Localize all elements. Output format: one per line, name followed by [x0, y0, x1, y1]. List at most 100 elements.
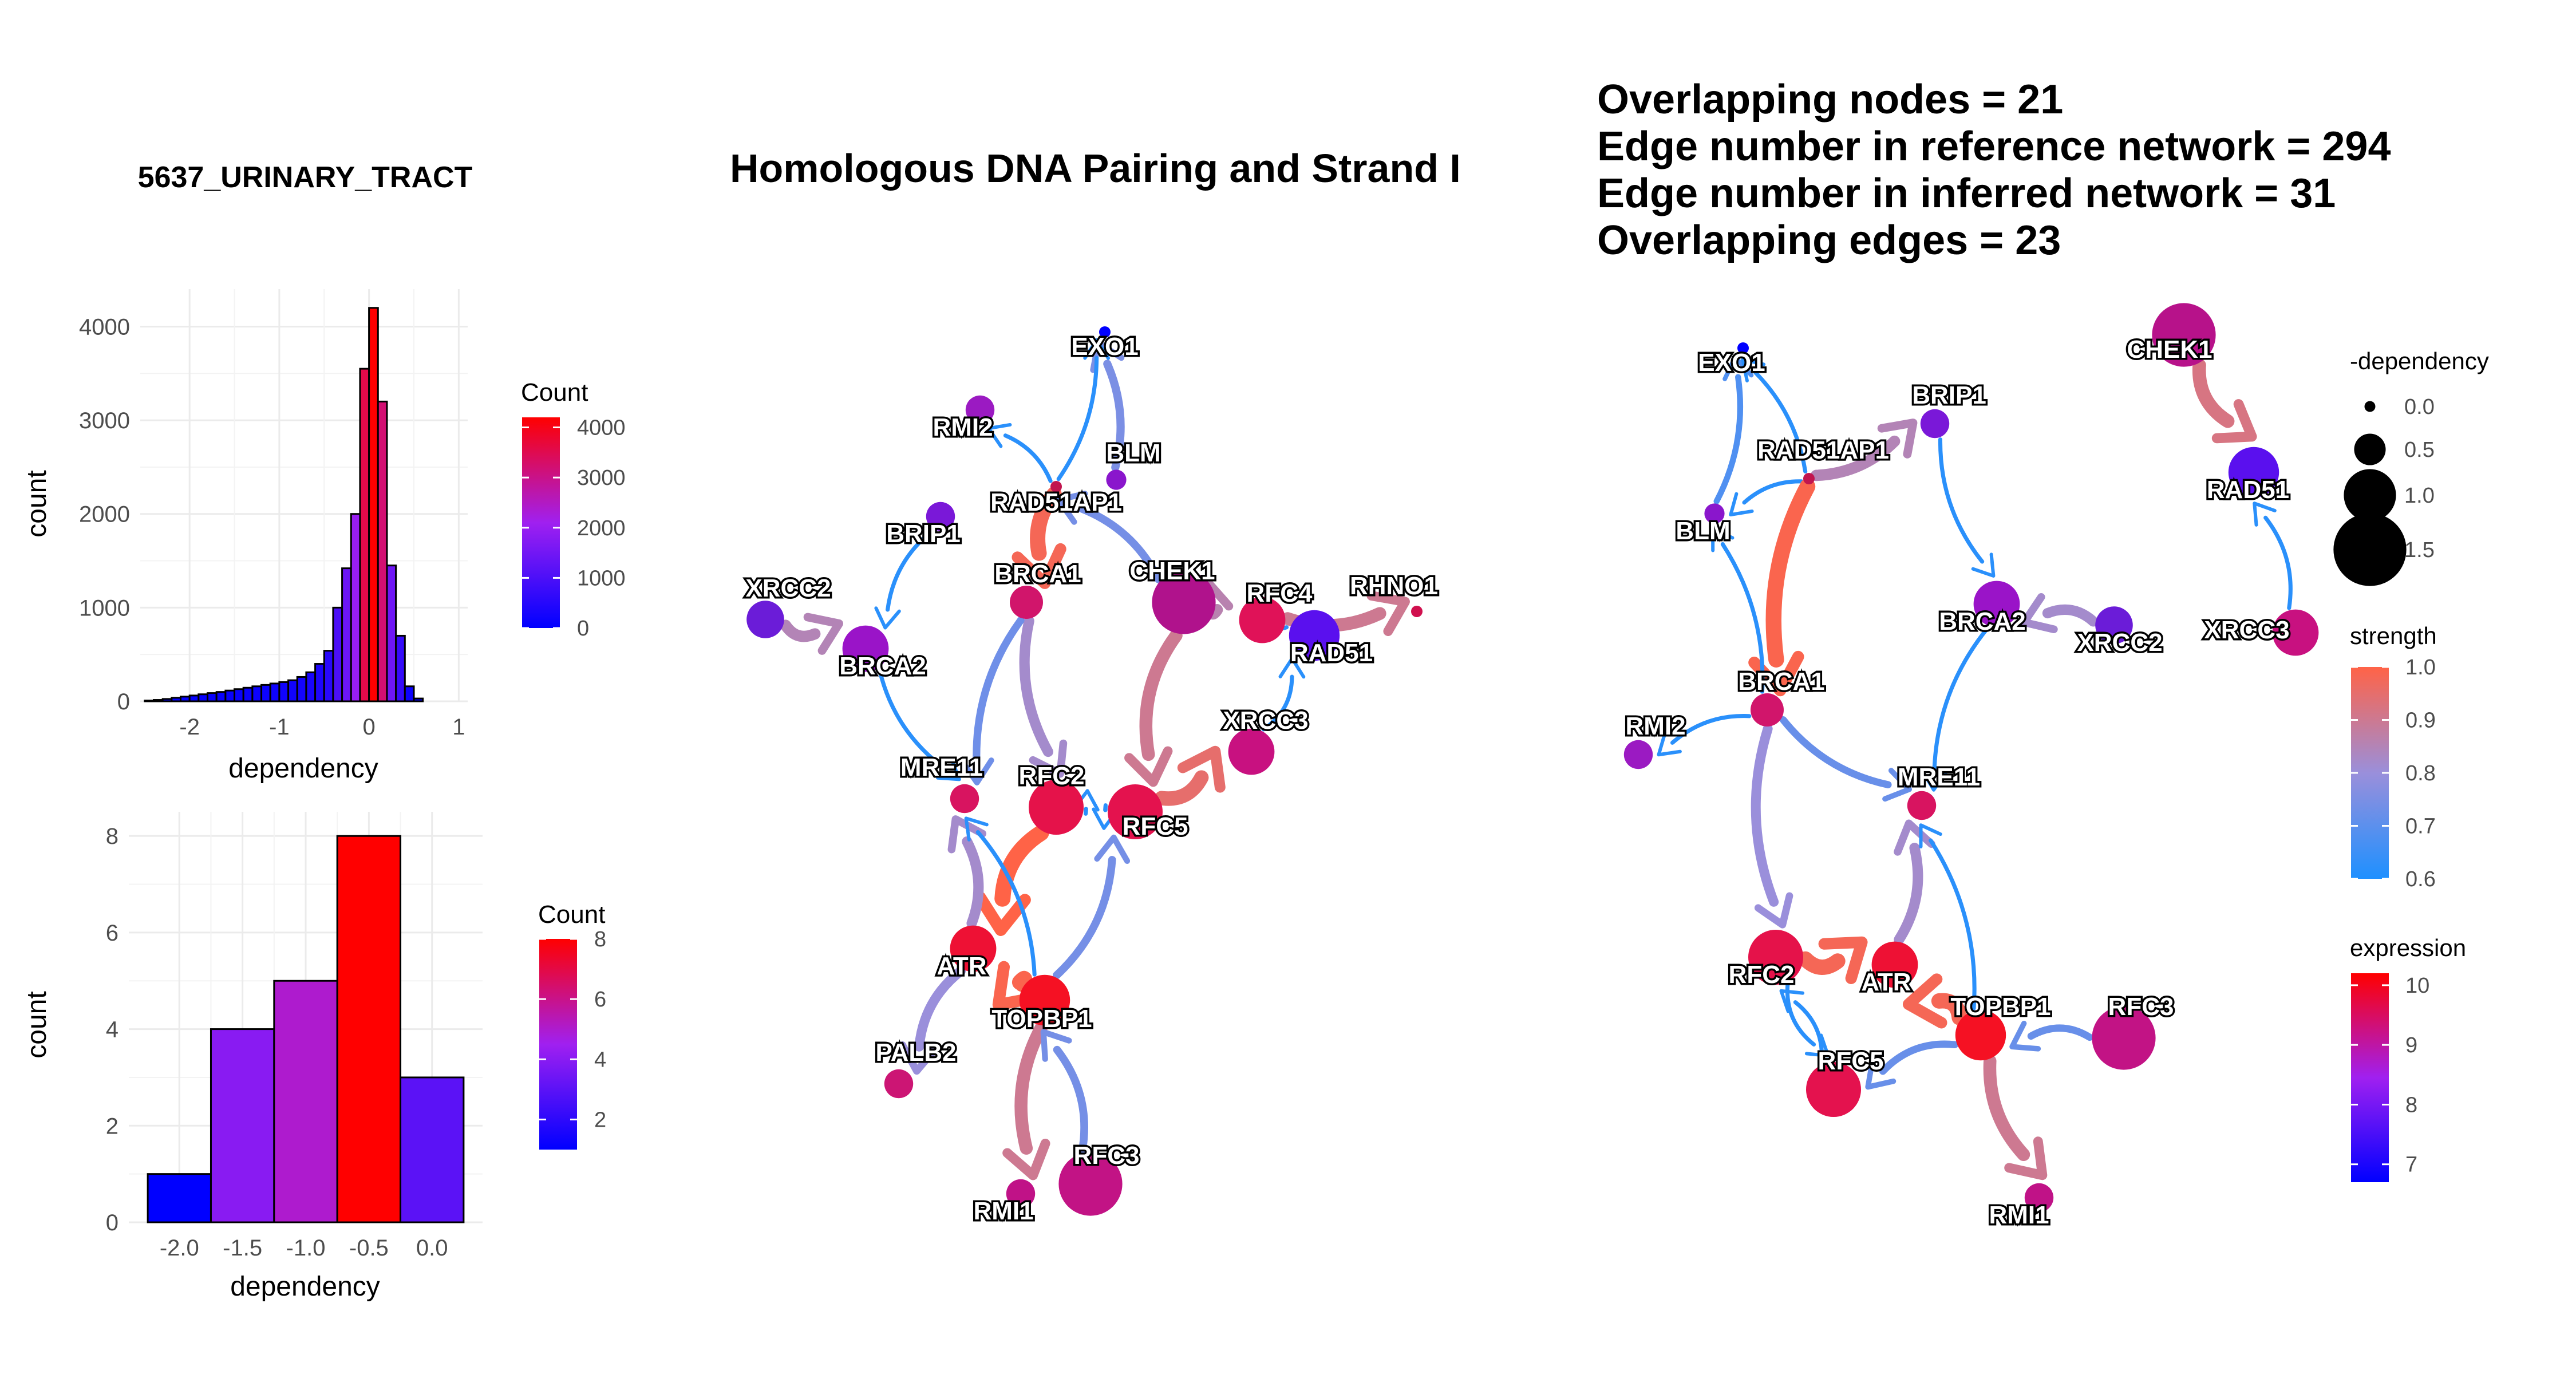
node-label-CHEK1: CHEK1 [1129, 557, 1215, 585]
histogram-bar [269, 682, 280, 702]
edge-RAD51AP1-BLM [1729, 479, 1804, 517]
edge-arrowhead [899, 1041, 940, 1075]
edge-BRCA1-RFC2 [1751, 724, 1793, 929]
edge-line [1075, 504, 1163, 583]
histogram-top-legend-title: Count [521, 378, 588, 406]
node-CHEK1 [1152, 570, 1216, 634]
edge-arrowhead [1278, 657, 1306, 679]
legend-strength-label: 1.0 [2405, 656, 2436, 680]
edge-XRCC2-BRCA2 [2020, 593, 2099, 634]
node-label-BRCA2: BRCA2 [1939, 607, 2026, 635]
node-label-BRCA2: BRCA2 [839, 652, 926, 680]
legend-dependency-title: -dependency [2350, 348, 2489, 374]
histogram-bar [386, 564, 397, 702]
legend-size-label: 0.5 [2404, 438, 2435, 462]
edge-line [1983, 1055, 2030, 1162]
network-inferred-labels: EXO1 CHEK1 BRIP1 RAD51AP1 RAD51 BLM BRCA2 XRCC2… [1623, 334, 2291, 1231]
node-label-BRIP1: BRIP1 [1912, 381, 1986, 409]
edge-line [1019, 615, 1053, 757]
histogram-bar [296, 676, 307, 702]
node-RAD51AP1 [1803, 473, 1815, 484]
node-label-RAD51: RAD51 [2207, 476, 2289, 504]
edge-arrowhead [2009, 1020, 2041, 1052]
edge-line [994, 824, 1049, 907]
histogram-bar [210, 1028, 275, 1223]
histogram-bar [314, 663, 325, 702]
node-label-RAD51AP1: RAD51AP1 [990, 488, 1122, 516]
y-tick-label: 1000 [79, 595, 130, 621]
histogram-bar [171, 697, 182, 702]
legend-expression-label: 8 [2405, 1093, 2417, 1117]
node-label-BLM: BLM [1676, 517, 1730, 545]
network-inferred: EXO1 CHEK1 BRIP1 RAD51AP1 RAD51 BLM BRCA2 XRCC2… [1623, 303, 2319, 1231]
histogram-bar [161, 698, 173, 702]
edge-CHEK1-RAD51AP1 [1056, 491, 1163, 583]
node-RMI2 [1623, 740, 1653, 769]
node-label-RMI2: RMI2 [1625, 712, 1685, 740]
edge-line [1103, 803, 1108, 812]
legend-size-label: 0.0 [2404, 395, 2435, 419]
y-tick-label: 4000 [79, 314, 130, 339]
edge-line [1753, 370, 1808, 474]
edge-line [1261, 674, 1294, 732]
x-tick-label: 0.0 [416, 1235, 448, 1261]
edge-arrowhead [1754, 892, 1793, 929]
node-EXO1 [1737, 342, 1749, 354]
network-reference-nodes [746, 326, 1423, 1216]
node-BRIP1 [926, 502, 955, 531]
legend-dependency-size: -dependency 0.0 0.5 1.0 1.5 [2333, 348, 2489, 586]
network-inferred-edges [1657, 354, 2293, 1180]
legend-expression-title: expression [2350, 934, 2466, 961]
edge-BRCA1-BLM [1711, 527, 1765, 694]
histogram-bar [332, 606, 343, 702]
node-label-XRCC3: XRCC3 [1223, 706, 1308, 735]
histogram-bar [197, 693, 209, 702]
node-XRCC2 [746, 601, 784, 638]
edge-line [962, 836, 984, 929]
y-tick-label: 3000 [79, 408, 130, 433]
histogram-bottom-y-ticks: 0 2 4 6 8 [106, 824, 118, 1235]
edge-line [1056, 356, 1099, 481]
edge-line [973, 616, 1025, 765]
edge-RAD51AP1-RMI2 [987, 423, 1053, 483]
middle-panel-title: Homologous DNA Pairing and Strand I [730, 146, 1461, 191]
x-tick-label: 0 [362, 714, 375, 740]
histogram-bar [188, 694, 200, 702]
histogram-bar [400, 1076, 465, 1223]
node-label-RFC4: RFC4 [1247, 579, 1313, 607]
edge-line [1720, 542, 1765, 694]
node-RAD51 [2228, 447, 2279, 498]
edge-RAD51AP1-EXO1 [1741, 357, 1808, 474]
edge-arrowhead [1002, 1138, 1050, 1180]
network-reference-labels: EXO1 RMI2 BLM RAD51AP1 BRIP1 BRCA1 CHEK1 RFC4 RH… [744, 331, 1440, 1227]
y-tick-label: 0 [106, 1210, 118, 1235]
node-BRCA2 [1973, 581, 2020, 627]
node-label-BRIP1: BRIP1 [886, 520, 961, 548]
edge-RFC2-ATR [974, 824, 1049, 936]
edge-line [1014, 1021, 1048, 1155]
edge-arrowhead [2211, 399, 2257, 444]
x-tick-label: -1 [269, 714, 290, 740]
y-tick-label: 2000 [79, 502, 130, 527]
edge-arrowhead [2004, 1136, 2048, 1180]
node-BLM [1704, 503, 1725, 524]
edge-arrowhead [1012, 543, 1066, 589]
edge-RFC3-TOPBP1 [1040, 1029, 1088, 1155]
histogram-top-legend-ticks: 0 1000 2000 3000 4000 [522, 416, 626, 641]
x-tick-label: -1.5 [223, 1235, 262, 1261]
legend-expression-label: 10 [2405, 974, 2429, 998]
edge-arrowhead [1040, 1029, 1072, 1062]
edge-line [1894, 843, 1923, 945]
edge-arrowhead [1865, 1058, 1897, 1090]
edge-line [877, 668, 947, 771]
edge-arrowhead [1711, 527, 1735, 552]
edge-line [1713, 374, 1744, 504]
edge-CHEK1-RAD51 [2192, 358, 2257, 444]
node-label-BLM: BLM [1106, 439, 1160, 467]
edge-line [1742, 479, 1804, 505]
node-label-TOPBP1: TOPBP1 [991, 1005, 1092, 1033]
histogram-top: 0 1000 2000 3000 4000 -2 -1 0 1 dependency coun… [22, 289, 626, 784]
node-label-RMI2: RMI2 [933, 413, 993, 441]
edge-CHEK1-RFC5 [1124, 629, 1183, 787]
